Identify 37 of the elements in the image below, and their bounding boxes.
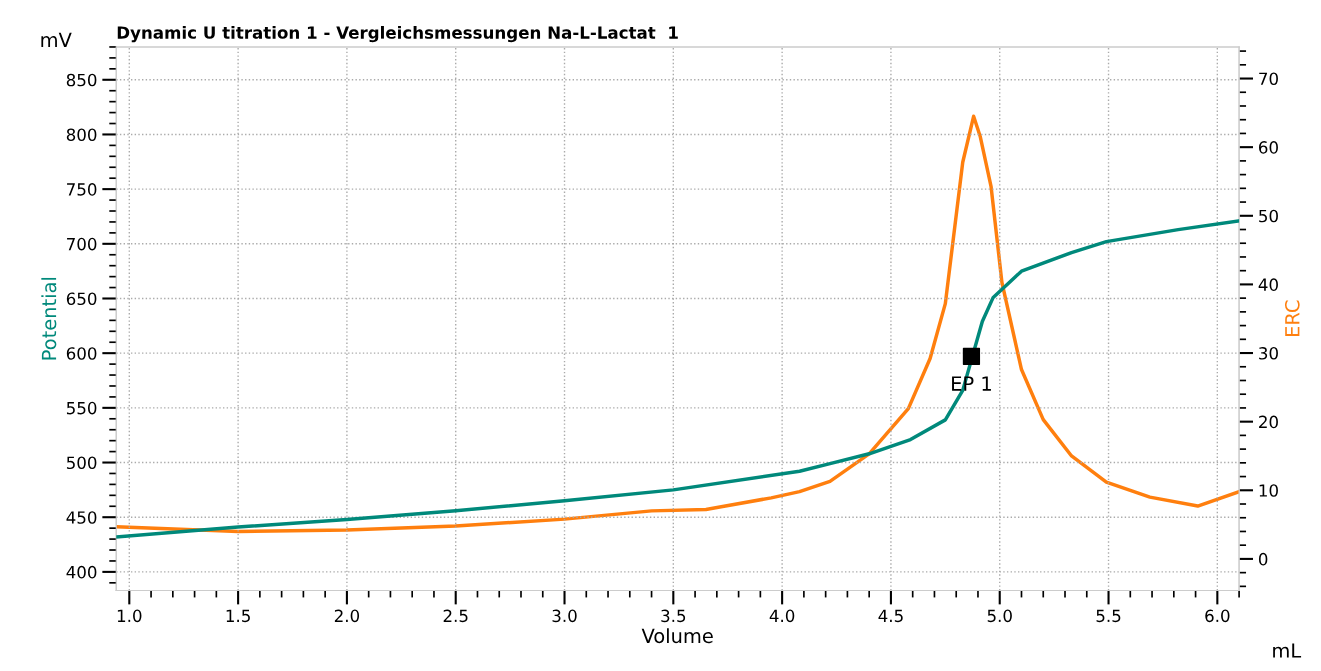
x-tick-label: 4.5	[878, 609, 903, 623]
x-tick-label: 4.0	[769, 609, 795, 623]
y2-tick-label: 0	[1258, 552, 1268, 566]
y-tick-label: 750	[67, 183, 97, 196]
text: mL	[1273, 643, 1302, 658]
x-tick-label: 3.5	[661, 609, 686, 623]
y2-tick-label: 10	[1259, 484, 1278, 497]
x-tick-label: 2.5	[443, 609, 468, 623]
y2-tick-label: 50	[1259, 209, 1278, 223]
y2-tick-label: 20	[1259, 415, 1278, 429]
y2-axis-title: ERC	[1284, 300, 1300, 337]
x-axis-title: Volume	[641, 628, 713, 644]
x-tick-label: 6.0	[1205, 609, 1230, 623]
y-tick-label: 450	[66, 511, 97, 524]
y-tick-label: 650	[66, 292, 97, 306]
y2-tick-label: 30	[1259, 347, 1278, 360]
y-tick-label: 850	[66, 73, 97, 87]
chart-title: Dynamic U titration 1 - Vergleichsmessungen Na-L-Lactat 1	[117, 25, 678, 43]
x-tick-label: 5.0	[987, 609, 1012, 623]
y-tick-label: 800	[66, 128, 97, 142]
y2-tick-label: 70	[1259, 72, 1278, 86]
y-tick-label: 600	[66, 347, 97, 360]
line-series	[116, 219, 1240, 539]
y-tick-label: 700	[67, 237, 97, 251]
x-tick-label: 3.0	[552, 609, 577, 623]
y-axis-title: Potential	[41, 277, 57, 360]
y-tick-label: 500	[66, 456, 97, 470]
x-tick-label: 2.0	[334, 609, 360, 623]
y2-tick-label: 40	[1258, 278, 1278, 291]
y-tick-label: 550	[66, 401, 97, 415]
x-tick-label: 5.5	[1096, 609, 1121, 623]
x-tick-label: 1.0	[117, 609, 142, 623]
x-tick-label: 1.5	[226, 609, 250, 623]
text: mV	[41, 32, 72, 47]
y2-tick-label: 60	[1259, 141, 1278, 154]
line-series	[116, 114, 1240, 534]
y-tick-label: 400	[66, 565, 97, 579]
